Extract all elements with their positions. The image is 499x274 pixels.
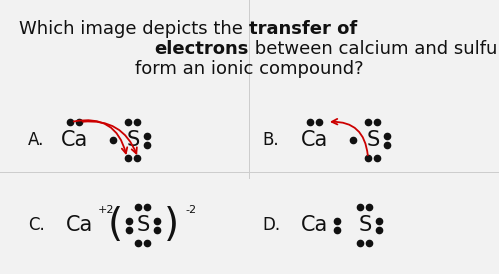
Text: D.: D. <box>262 216 280 234</box>
Text: between calcium and sulfur to: between calcium and sulfur to <box>249 40 499 58</box>
FancyArrowPatch shape <box>74 120 127 153</box>
Text: S: S <box>358 215 372 235</box>
Text: Ca: Ca <box>61 130 89 150</box>
Text: S: S <box>126 130 140 150</box>
Text: form an ionic compound?: form an ionic compound? <box>135 60 363 78</box>
Text: (: ( <box>107 206 123 244</box>
Text: S: S <box>366 130 380 150</box>
Text: C.: C. <box>28 216 45 234</box>
Text: transfer of: transfer of <box>249 20 357 38</box>
Text: electrons: electrons <box>155 40 249 58</box>
Text: Ca: Ca <box>301 215 329 235</box>
Text: B.: B. <box>262 131 278 149</box>
FancyArrowPatch shape <box>83 121 137 153</box>
Text: ): ) <box>164 206 179 244</box>
Text: Which image depicts the: Which image depicts the <box>19 20 249 38</box>
Text: S: S <box>136 215 150 235</box>
Text: +2: +2 <box>98 205 114 215</box>
FancyArrowPatch shape <box>332 119 368 155</box>
Text: A.: A. <box>28 131 44 149</box>
Text: Ca: Ca <box>66 215 94 235</box>
Text: Ca: Ca <box>301 130 329 150</box>
Text: -2: -2 <box>185 205 196 215</box>
